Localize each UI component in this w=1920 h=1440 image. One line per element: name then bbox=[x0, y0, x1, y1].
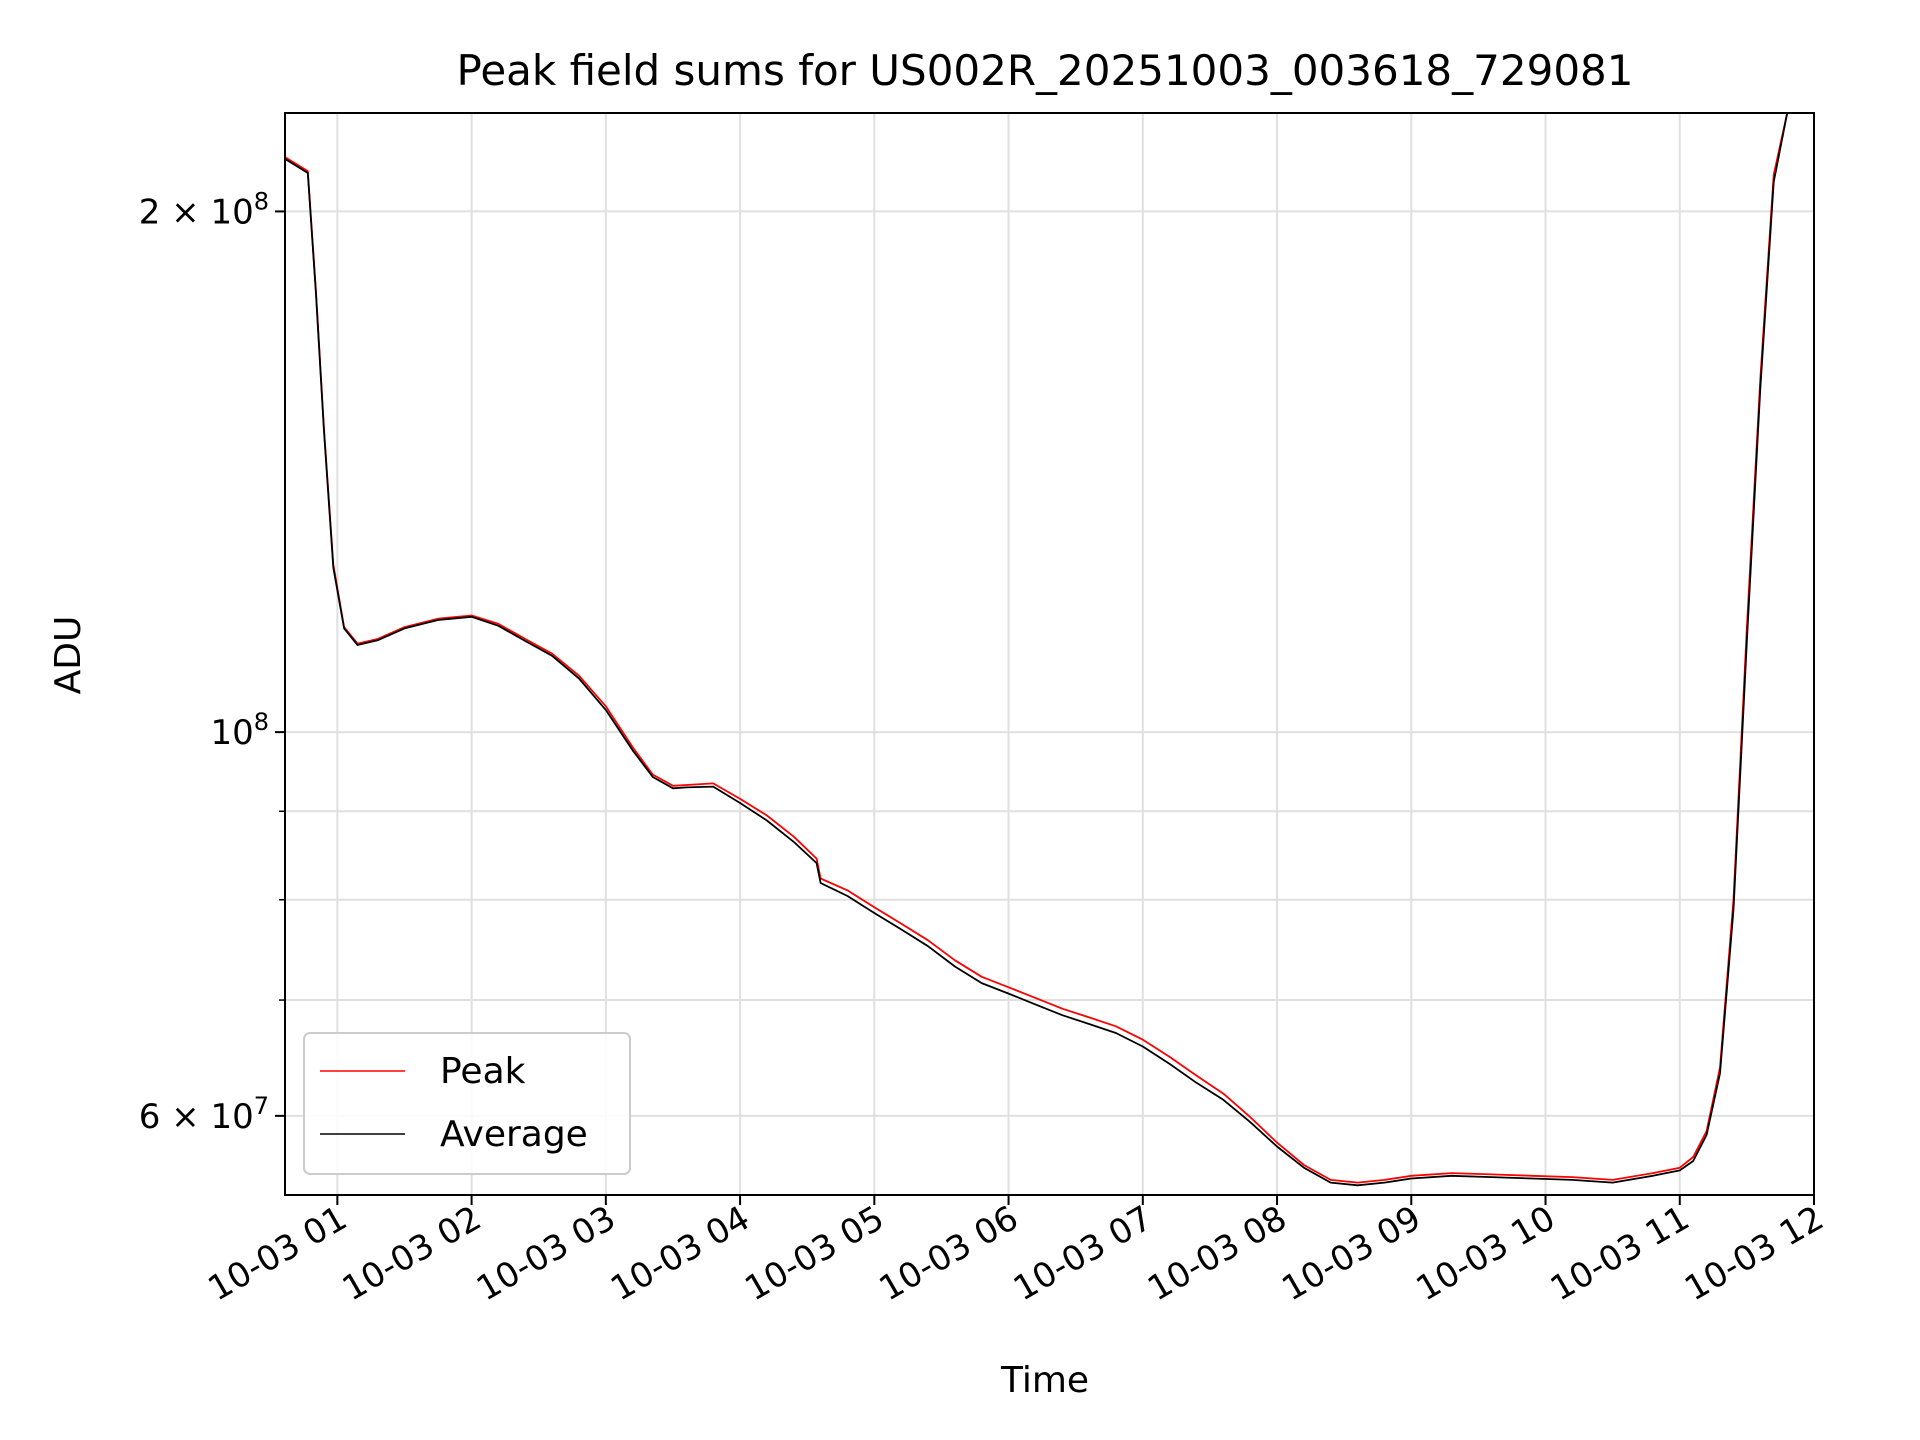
legend-label-average: Average bbox=[440, 1114, 588, 1155]
series-layer bbox=[284, 112, 1789, 1187]
y-tick-label: 2 × 108 bbox=[139, 187, 269, 232]
y-tick-label: 6 × 107 bbox=[139, 1092, 269, 1137]
y-axis-label: ADU bbox=[48, 616, 89, 695]
legend: Peak Average bbox=[303, 1032, 631, 1175]
x-axis-label: Time bbox=[1000, 1360, 1089, 1401]
grid bbox=[285, 113, 1815, 1195]
legend-label-peak: Peak bbox=[440, 1051, 526, 1092]
axes-frame bbox=[284, 112, 1815, 1196]
y-axis: 6 × 107 108 2 × 108 bbox=[139, 187, 285, 1137]
y-tick-label: 108 bbox=[210, 708, 269, 753]
chart-title: Peak field sums for US002R_20251003_0036… bbox=[457, 46, 1634, 95]
series-line-peak bbox=[284, 112, 1789, 1184]
series-line-average bbox=[284, 112, 1789, 1187]
legend-box bbox=[303, 1032, 631, 1175]
